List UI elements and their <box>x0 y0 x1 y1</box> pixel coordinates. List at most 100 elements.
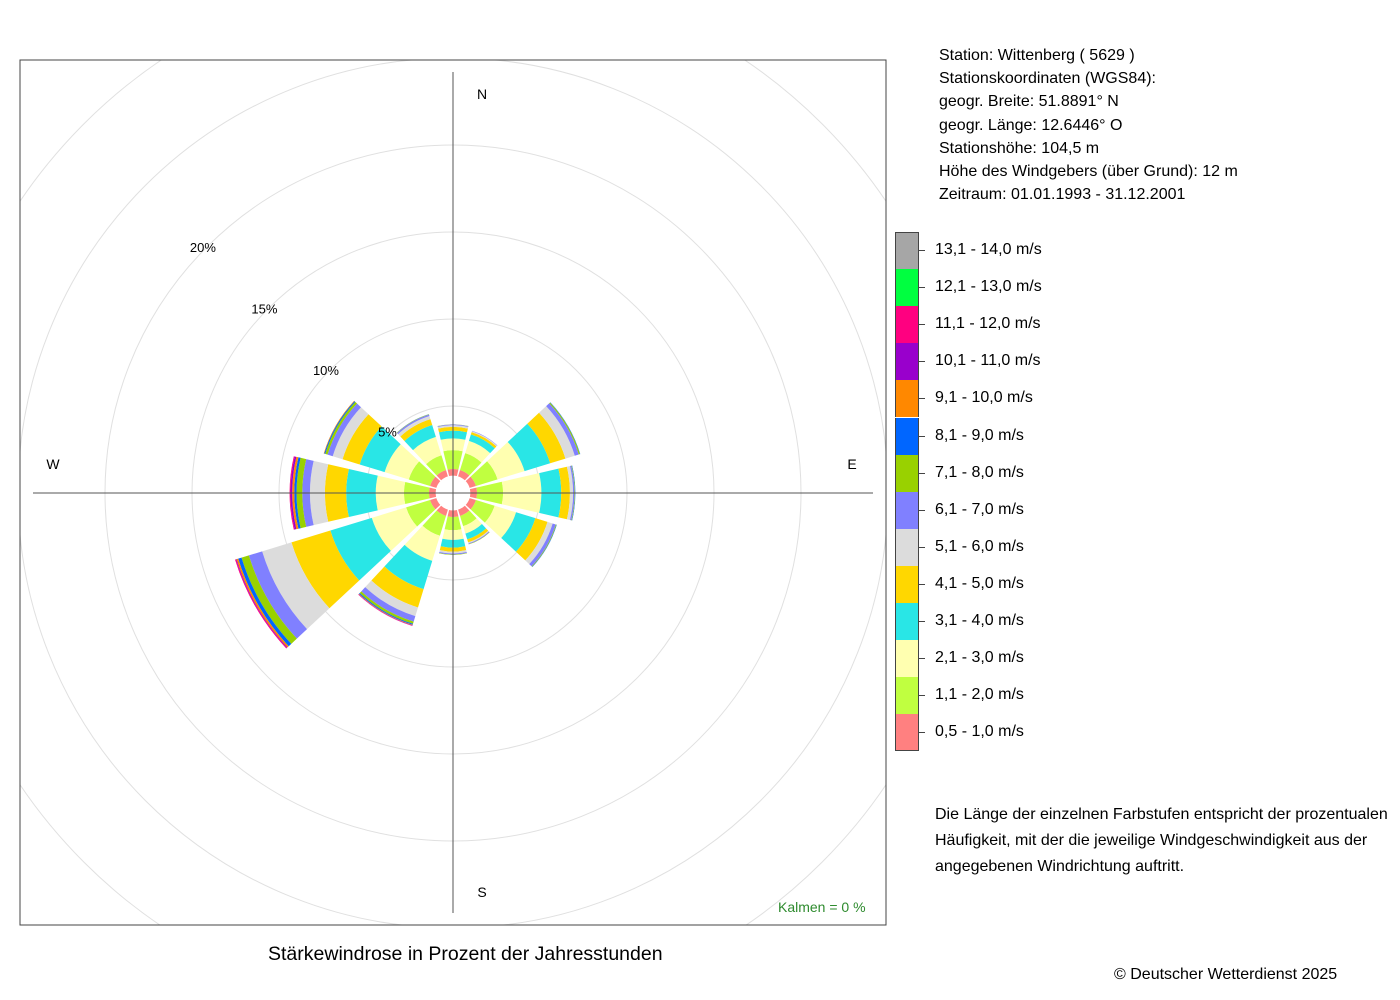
legend-item: 3,1 - 4,0 m/s <box>895 603 1235 640</box>
sector-270-class-9 <box>294 457 301 529</box>
sector-150-class-7 <box>468 531 490 545</box>
legend-item: 6,1 - 7,0 m/s <box>895 491 1235 529</box>
sector-120-class-4 <box>501 512 536 552</box>
sector-60-class-3 <box>487 441 525 480</box>
sector-300-class-6 <box>332 407 369 460</box>
legend-tick <box>919 621 925 622</box>
legend-item: 2,1 - 3,0 m/s <box>895 640 1235 678</box>
explanation-note: Die Länge der einzelnen Farbstufen entsp… <box>935 802 1395 880</box>
sector-90-class-8 <box>571 465 575 521</box>
calm-percentage: Kalmen = 0 % <box>778 899 866 915</box>
legend-swatch <box>895 454 919 492</box>
legend-item: 1,1 - 2,0 m/s <box>895 677 1235 715</box>
legend-tick <box>919 250 925 251</box>
legend-swatch <box>895 565 919 603</box>
plot-frame <box>19 59 887 926</box>
sector-30-class-6 <box>471 431 498 447</box>
legend-label: 11,1 - 12,0 m/s <box>935 315 1041 333</box>
legend-swatch <box>895 343 919 381</box>
legend-label: 4,1 - 5,0 m/s <box>935 574 1024 592</box>
legend-label: 12,1 - 13,0 m/s <box>935 278 1042 296</box>
sector-30-class-3 <box>465 440 491 463</box>
sector-150-class-3 <box>463 518 482 534</box>
legend-item: 10,1 - 11,0 m/s <box>895 343 1235 381</box>
legend-swatch <box>895 417 919 455</box>
legend-item: 5,1 - 6,0 m/s <box>895 528 1235 566</box>
legend-item: 13,1 - 14,0 m/s <box>895 232 1235 269</box>
legend-swatch <box>895 677 919 715</box>
legend-item: 12,1 - 13,0 m/s <box>895 269 1235 307</box>
sector-60-class-6 <box>539 406 575 459</box>
sector-240-class-6 <box>262 542 330 630</box>
legend-tick <box>919 324 925 326</box>
sector-210-class-5 <box>371 566 424 608</box>
legend-item: 4,1 - 5,0 m/s <box>895 565 1235 603</box>
legend-label: 2,1 - 3,0 m/s <box>935 649 1024 667</box>
sector-60-class-4 <box>507 423 551 472</box>
legend-tick <box>919 398 925 400</box>
sector-330-class-4 <box>404 424 436 451</box>
legend-item: 11,1 - 12,0 m/s <box>895 306 1235 344</box>
legend-tick <box>919 546 925 548</box>
direction-label-S: S <box>477 884 486 900</box>
legend-swatch <box>895 491 919 529</box>
sector-30-class-1 <box>458 470 470 481</box>
sector-180-class-7 <box>439 552 467 555</box>
station-name: Station: Wittenberg ( 5629 ) <box>939 47 1135 64</box>
sector-120-class-2 <box>470 500 495 523</box>
legend-label: 1,1 - 2,0 m/s <box>935 686 1024 704</box>
direction-label-N: N <box>477 86 487 102</box>
sector-270-class-11 <box>290 456 297 530</box>
sector-330-class-1 <box>436 470 448 481</box>
sector-90-class-9 <box>571 465 576 521</box>
sector-300-class-1 <box>430 476 441 488</box>
legend-tick <box>919 472 925 474</box>
legend-tick <box>919 658 925 660</box>
legend-swatch <box>895 232 919 269</box>
sector-240-class-3 <box>371 507 418 551</box>
legend-item: 9,1 - 10,0 m/s <box>895 380 1235 418</box>
sector-330-class-6 <box>398 415 431 437</box>
legend-label: 6,1 - 7,0 m/s <box>935 500 1024 518</box>
legend-label: 3,1 - 4,0 m/s <box>935 612 1024 629</box>
sector-120-class-7 <box>529 523 556 567</box>
sector-120-class-5 <box>515 518 548 561</box>
sector-210-class-2 <box>422 510 446 536</box>
sector-120-class-6 <box>525 521 553 565</box>
sector-60-class-7 <box>546 403 579 456</box>
sector-300-class-4 <box>359 426 401 473</box>
sector-60-class-2 <box>470 461 498 486</box>
sector-300-class-3 <box>384 444 420 480</box>
legend-tick <box>919 509 925 511</box>
anemometer-height: Höhe des Windgebers (über Grund): 12 m <box>939 163 1238 181</box>
sector-30-class-5 <box>470 432 497 449</box>
sector-330-class-3 <box>413 436 442 465</box>
legend-swatch <box>895 269 919 307</box>
sector-240-class-7 <box>248 551 308 639</box>
sector-330-class-7 <box>397 414 430 435</box>
legend-swatch <box>895 714 919 752</box>
sector-210-class-8 <box>359 591 414 624</box>
legend-swatch <box>895 380 919 418</box>
sector-210-class-7 <box>361 587 416 622</box>
sector-210-class-1 <box>436 505 448 516</box>
sector-150-class-1 <box>458 505 470 516</box>
copyright: © Deutscher Wetterdienst 2025 <box>1114 966 1338 983</box>
sector-60-class-5 <box>527 412 566 464</box>
station-latitude: geogr. Breite: 51.8891° N <box>939 93 1119 111</box>
legend-label: 0,5 - 1,0 m/s <box>935 723 1024 741</box>
sector-150-class-6 <box>468 530 489 544</box>
legend-swatch <box>895 603 919 640</box>
legend-label: 5,1 - 6,0 m/s <box>935 537 1024 555</box>
sector-300-class-5 <box>342 414 382 465</box>
sector-60-class-1 <box>465 476 476 488</box>
sector-300-class-8 <box>325 401 358 455</box>
sector-240-class-5 <box>291 530 360 609</box>
sector-120-class-1 <box>465 498 476 510</box>
legend-label: 8,1 - 9,0 m/s <box>935 426 1024 444</box>
legend-tick <box>919 435 925 437</box>
legend-label: 10,1 - 11,0 m/s <box>935 352 1041 370</box>
station-altitude: Stationshöhe: 104,5 m <box>939 139 1100 157</box>
sector-240-class-8 <box>241 555 297 644</box>
sector-30-class-2 <box>460 453 482 476</box>
